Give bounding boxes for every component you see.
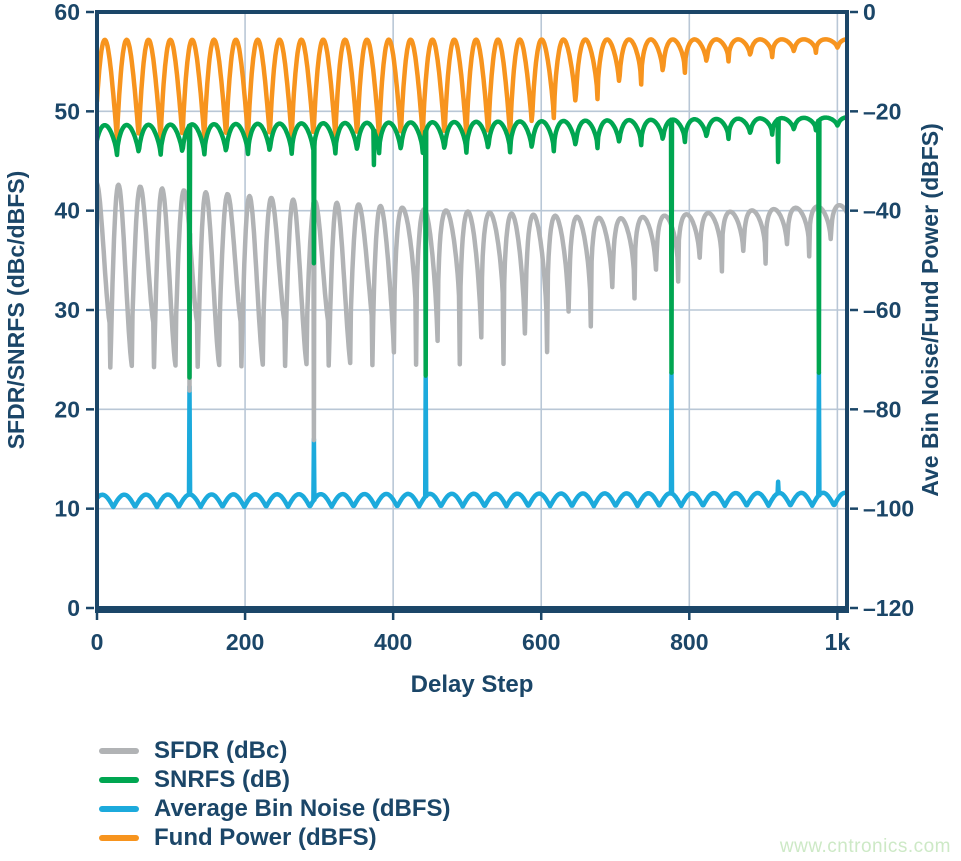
x-tick-label: 0 bbox=[91, 629, 104, 655]
legend-swatch-avg-bin-noise bbox=[99, 805, 139, 812]
x-tick-label: 1k bbox=[825, 629, 851, 655]
y-left-tick-label: 20 bbox=[54, 396, 80, 422]
legend-swatch-sfdr bbox=[99, 747, 139, 754]
y-left-tick-label: 30 bbox=[54, 297, 80, 323]
legend-label-avg-bin-noise: Average Bin Noise (dBFS) bbox=[154, 794, 451, 822]
watermark: www.cntronics.com bbox=[779, 836, 951, 857]
x-axis-title: Delay Step bbox=[411, 671, 534, 698]
y-axis-left-title: SFDR/SNRFS (dBc/dBFS) bbox=[3, 171, 29, 450]
x-tick-label: 200 bbox=[226, 629, 264, 655]
legend-label-snrfs: SNRFS (dB) bbox=[154, 765, 290, 793]
y-right-tick-label: –40 bbox=[863, 198, 901, 224]
series-line-fund-power-dbfs bbox=[97, 37, 847, 141]
series-line-average-bin-noise-dbfs bbox=[97, 370, 847, 510]
y-right-tick-label: –100 bbox=[863, 496, 914, 522]
legend-item-fund-power: Fund Power (dBFS) bbox=[99, 823, 451, 852]
legend: SFDR (dBc) SNRFS (dB) Average Bin Noise … bbox=[99, 736, 451, 852]
legend-item-avg-bin-noise: Average Bin Noise (dBFS) bbox=[99, 794, 451, 823]
series-line-sfdr-dbc bbox=[97, 180, 847, 443]
y-left-tick-label: 40 bbox=[54, 198, 80, 224]
y-left-tick-label: 10 bbox=[54, 496, 80, 522]
y-left-tick-label: 50 bbox=[54, 98, 80, 124]
gridlines bbox=[97, 12, 847, 608]
legend-item-snrfs: SNRFS (dB) bbox=[99, 765, 451, 794]
x-tick-label: 800 bbox=[670, 629, 708, 655]
y-axis-right-title: Ave Bin Noise/Fund Power (dBFS) bbox=[917, 123, 943, 497]
y-right-tick-label: –120 bbox=[863, 595, 914, 621]
legend-swatch-snrfs bbox=[99, 776, 139, 783]
legend-swatch-fund-power bbox=[99, 834, 139, 841]
data-series bbox=[97, 37, 847, 510]
y-right-tick-label: –80 bbox=[863, 396, 901, 422]
x-tick-label: 600 bbox=[522, 629, 560, 655]
y-left-tick-label: 60 bbox=[54, 0, 80, 25]
y-right-tick-label: –20 bbox=[863, 98, 901, 124]
legend-label-fund-power: Fund Power (dBFS) bbox=[154, 823, 377, 851]
y-right-tick-label: 0 bbox=[863, 0, 876, 25]
y-left-tick-label: 0 bbox=[67, 595, 80, 621]
legend-label-sfdr: SFDR (dBc) bbox=[154, 736, 288, 764]
x-tick-label: 400 bbox=[374, 629, 412, 655]
y-right-tick-label: –60 bbox=[863, 297, 901, 323]
series-line-snrfs-db bbox=[97, 115, 847, 380]
legend-item-sfdr: SFDR (dBc) bbox=[99, 736, 451, 765]
